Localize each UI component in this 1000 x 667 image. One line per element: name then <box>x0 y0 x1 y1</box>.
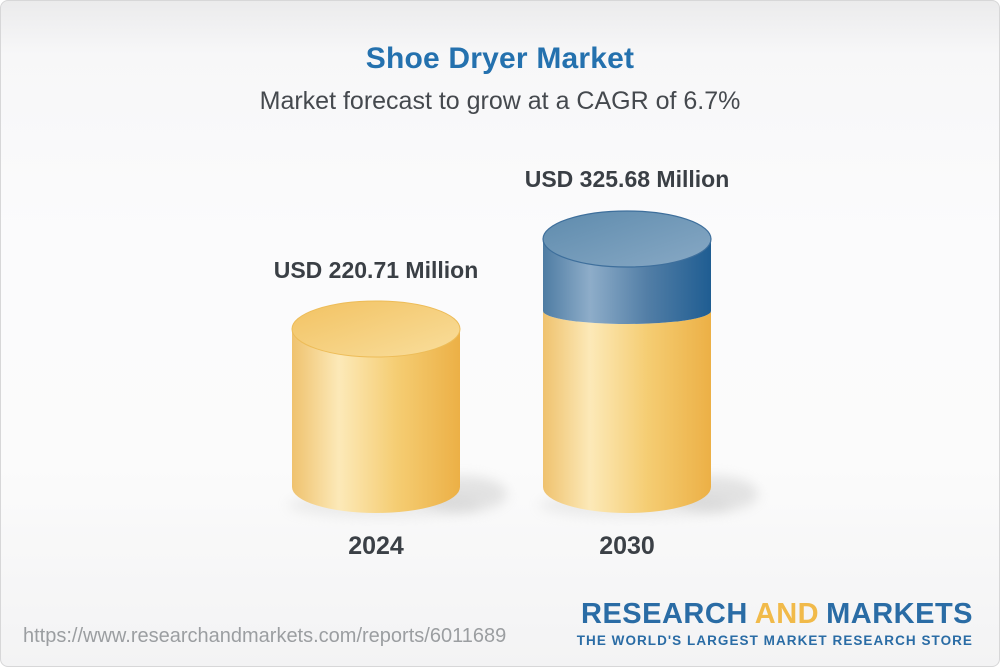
logo-word-and: AND <box>754 598 820 630</box>
cylinder-2024 <box>291 300 461 513</box>
year-label-2030: 2030 <box>599 532 655 560</box>
logo-tagline: THE WORLD'S LARGEST MARKET RESEARCH STOR… <box>576 632 973 648</box>
logo-word-research: RESEARCH <box>581 598 748 630</box>
chart-title: Shoe Dryer Market <box>365 42 635 75</box>
year-label-2024: 2024 <box>348 532 404 560</box>
value-label-2024: USD 220.71 Million <box>273 257 479 283</box>
cylinder-2030 <box>542 210 712 513</box>
value-label-2030: USD 325.68 Million <box>524 166 730 192</box>
logo-wordmark: RESEARCH AND MARKETS <box>577 598 973 631</box>
chart-subtitle: Market forecast to grow at a CAGR of 6.7… <box>259 87 741 115</box>
report-url: https://www.researchandmarkets.com/repor… <box>23 625 507 647</box>
research-and-markets-logo: RESEARCH AND MARKETS THE WORLD'S LARGEST M… <box>576 598 973 648</box>
logo-word-markets: MARKETS <box>826 598 973 630</box>
